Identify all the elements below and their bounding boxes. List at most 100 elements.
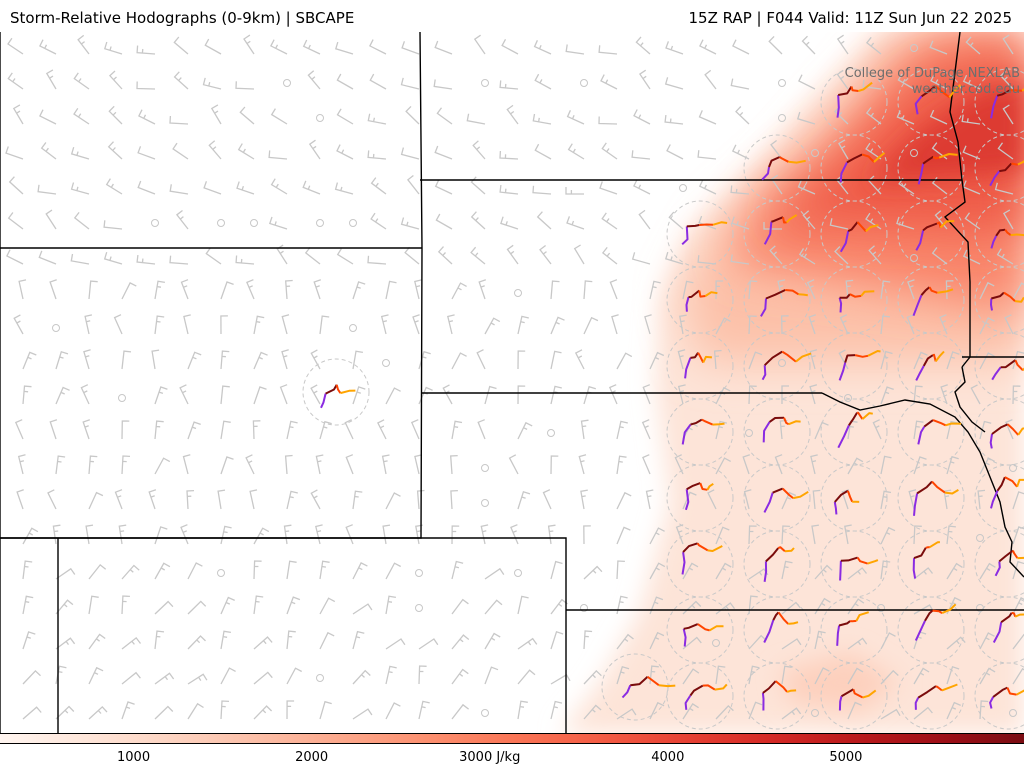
hodograph: [685, 289, 718, 312]
wind-barb: [400, 217, 420, 230]
wind-barb: [183, 314, 191, 335]
hodograph-segment: [932, 419, 947, 427]
wind-barb: [476, 349, 486, 370]
wind-barb: [478, 279, 487, 300]
wind-barb: [55, 665, 67, 685]
wind-barb: [49, 419, 58, 440]
map-panel[interactable]: College of DuPage NEXLAB weather.cod.edu: [0, 32, 1024, 734]
wind-barb: [352, 490, 363, 510]
hodograph-segment: [865, 224, 879, 233]
hodograph-segment: [992, 622, 1003, 643]
wind-barb: [567, 143, 585, 160]
wind-barb: [434, 40, 453, 55]
wind-barb: [616, 526, 631, 545]
wind-barb: [466, 113, 486, 125]
wind-barb: [517, 385, 526, 405]
wind-barb: [336, 248, 354, 265]
wind-barb: [865, 107, 882, 125]
wind-barb: [499, 80, 519, 90]
wind-barb: [699, 39, 717, 55]
hodograph-segment: [684, 489, 690, 511]
wind-barb: [847, 637, 868, 650]
wind-barb: [601, 212, 618, 230]
wind-barb: [7, 37, 24, 55]
wind-barb: [664, 251, 684, 265]
hodograph-segment: [340, 389, 356, 395]
wind-barb: [284, 454, 293, 475]
wind-barb: [940, 384, 948, 405]
wind-barb: [748, 665, 760, 685]
wind-barb: [1002, 104, 1014, 125]
hodograph-segment: [856, 411, 864, 420]
wind-barb: [108, 105, 123, 125]
hodograph-segment: [325, 384, 338, 395]
hodograph-segment: [936, 221, 942, 228]
wind-barb: [369, 73, 387, 90]
wind-barb: [979, 562, 996, 580]
wind-barb: [599, 181, 618, 195]
wind-barb: [480, 524, 489, 545]
wind-barb: [45, 209, 57, 230]
wind-barb: [641, 419, 651, 440]
calm-circle: [1009, 464, 1017, 472]
hodograph-segment: [792, 490, 809, 500]
wind-barb: [252, 420, 261, 440]
wind-barb: [748, 525, 757, 545]
wind-barb: [566, 110, 585, 125]
wind-barb: [179, 384, 189, 405]
wind-barb: [677, 349, 686, 370]
hodograph-segment: [915, 230, 925, 251]
wind-barb: [1012, 385, 1021, 405]
calm-circle: [481, 79, 489, 87]
hodograph-segment: [840, 688, 854, 698]
wind-barb: [186, 489, 195, 510]
wind-barb: [517, 421, 533, 440]
wind-barb: [763, 222, 782, 230]
wind-barb: [237, 143, 255, 160]
hodograph-segment: [994, 561, 1001, 577]
wind-barb: [400, 77, 420, 90]
wind-barb: [410, 419, 420, 440]
hodograph-segment: [941, 603, 957, 615]
hodograph-segment: [658, 684, 676, 688]
wind-barb: [154, 630, 165, 650]
wind-barb: [352, 386, 366, 405]
calm-circle: [52, 324, 60, 332]
wind-barb: [204, 38, 222, 55]
wind-barb: [583, 704, 602, 720]
calm-circle: [679, 184, 687, 192]
wind-barb: [88, 666, 104, 685]
wind-barb: [616, 560, 625, 580]
wind-barb: [961, 114, 981, 125]
hodograph-segment: [706, 482, 714, 491]
hodograph-segment: [867, 559, 879, 565]
wind-barb: [768, 35, 783, 55]
wind-barb: [154, 526, 168, 545]
hodograph-segment: [938, 153, 958, 159]
wind-barb: [377, 419, 387, 440]
wind-barb: [566, 216, 585, 230]
wind-barb: [77, 34, 90, 55]
wind-barb: [897, 73, 915, 90]
wind-barb: [220, 281, 234, 300]
hodograph-ring: [974, 662, 1024, 730]
calm-circle: [910, 44, 918, 52]
hodograph-segment: [1011, 611, 1017, 618]
hodograph-segment: [914, 697, 920, 710]
wind-barb: [638, 69, 651, 90]
hodograph-segment: [1014, 296, 1024, 303]
hodograph: [681, 542, 723, 575]
wind-barb: [580, 419, 589, 440]
hodograph-segment: [681, 226, 689, 246]
hodograph-segment: [1004, 476, 1018, 488]
wind-barb: [649, 596, 664, 615]
wind-barb: [451, 352, 467, 370]
wind-barb: [697, 255, 717, 265]
hodograph: [914, 84, 962, 115]
wind-barb: [713, 349, 722, 370]
hodograph: [839, 221, 879, 253]
wind-barb: [810, 454, 818, 475]
wind-barb: [55, 599, 74, 615]
wind-barb: [698, 215, 717, 230]
hodograph-segment: [913, 547, 927, 560]
